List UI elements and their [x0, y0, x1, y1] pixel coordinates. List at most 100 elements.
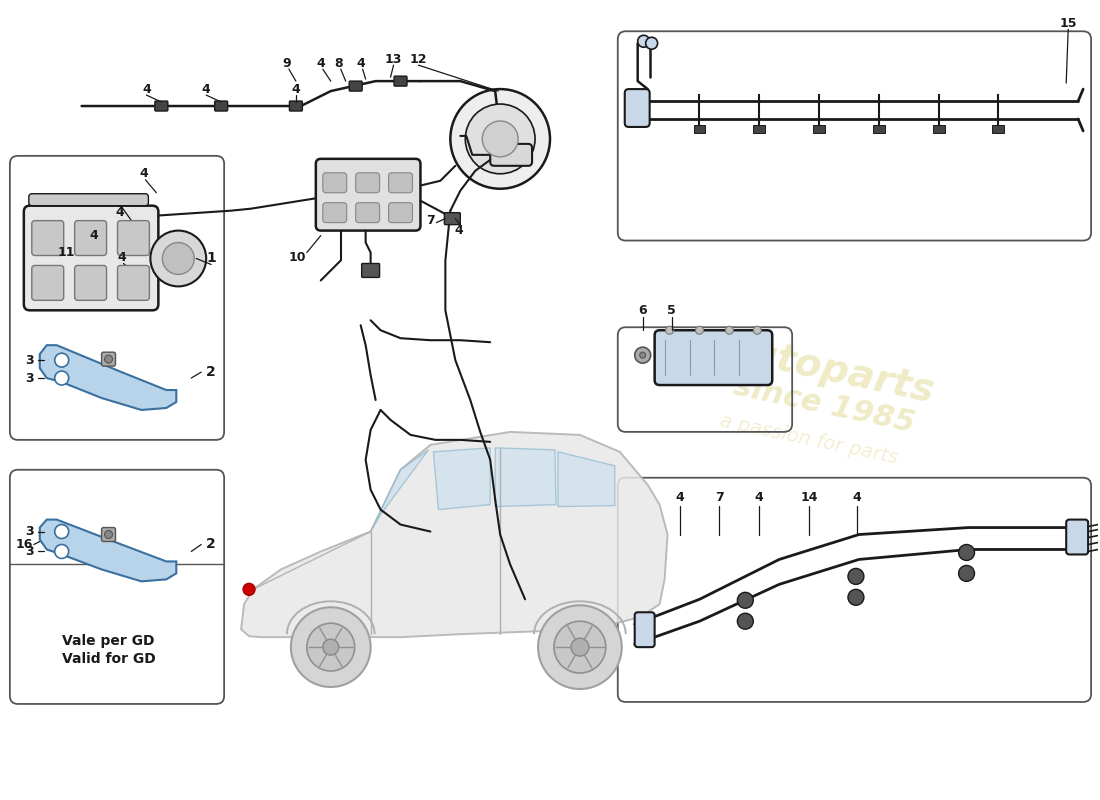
- Polygon shape: [40, 345, 176, 410]
- FancyBboxPatch shape: [625, 89, 650, 127]
- Text: 4: 4: [116, 206, 124, 219]
- Polygon shape: [558, 452, 615, 506]
- Text: 8: 8: [334, 57, 343, 70]
- FancyBboxPatch shape: [29, 194, 149, 206]
- Bar: [933, 125, 945, 133]
- Circle shape: [55, 353, 68, 367]
- Circle shape: [737, 614, 754, 630]
- FancyBboxPatch shape: [101, 352, 116, 366]
- Bar: [992, 125, 1004, 133]
- Polygon shape: [433, 448, 491, 510]
- Text: autoparts: autoparts: [720, 330, 938, 411]
- Text: 15: 15: [1059, 17, 1077, 30]
- FancyBboxPatch shape: [316, 159, 420, 230]
- Circle shape: [754, 326, 761, 334]
- Circle shape: [450, 89, 550, 189]
- Circle shape: [55, 371, 68, 385]
- Circle shape: [638, 35, 650, 47]
- Text: 4: 4: [356, 57, 365, 70]
- Polygon shape: [371, 450, 428, 531]
- Text: 3: 3: [25, 545, 34, 558]
- Circle shape: [958, 566, 975, 582]
- Circle shape: [538, 606, 621, 689]
- Text: 4: 4: [852, 491, 861, 504]
- Circle shape: [465, 104, 535, 174]
- FancyBboxPatch shape: [118, 221, 150, 255]
- Text: 4: 4: [201, 82, 210, 95]
- Circle shape: [151, 230, 206, 286]
- Text: 4: 4: [117, 251, 125, 264]
- FancyBboxPatch shape: [394, 76, 407, 86]
- FancyBboxPatch shape: [355, 202, 380, 222]
- FancyBboxPatch shape: [32, 221, 64, 255]
- FancyBboxPatch shape: [1066, 519, 1088, 554]
- Text: since 1985: since 1985: [730, 371, 917, 438]
- Circle shape: [635, 347, 650, 363]
- Text: 4: 4: [454, 224, 463, 237]
- Circle shape: [571, 638, 588, 656]
- Circle shape: [640, 352, 646, 358]
- FancyBboxPatch shape: [635, 612, 654, 647]
- Circle shape: [307, 623, 354, 671]
- Text: 5: 5: [668, 304, 676, 317]
- Text: 4: 4: [89, 229, 98, 242]
- FancyBboxPatch shape: [388, 202, 412, 222]
- Text: 12: 12: [409, 53, 427, 66]
- Circle shape: [55, 545, 68, 558]
- Polygon shape: [40, 519, 176, 582]
- Text: 4: 4: [142, 82, 151, 95]
- FancyBboxPatch shape: [289, 101, 302, 111]
- Text: 11: 11: [58, 246, 76, 259]
- Text: 4: 4: [755, 491, 763, 504]
- Circle shape: [104, 530, 112, 538]
- Text: 2: 2: [207, 538, 216, 551]
- Circle shape: [646, 38, 658, 50]
- Circle shape: [482, 121, 518, 157]
- FancyBboxPatch shape: [155, 101, 168, 111]
- Text: 3: 3: [25, 354, 34, 366]
- Text: 13: 13: [385, 53, 403, 66]
- FancyBboxPatch shape: [322, 202, 346, 222]
- Circle shape: [290, 607, 371, 687]
- Circle shape: [322, 639, 339, 655]
- FancyBboxPatch shape: [654, 330, 772, 385]
- Text: 14: 14: [801, 491, 817, 504]
- Circle shape: [554, 622, 606, 673]
- Circle shape: [958, 545, 975, 561]
- Text: 16: 16: [15, 538, 33, 551]
- Text: Valid for GD: Valid for GD: [62, 652, 155, 666]
- Text: 4: 4: [317, 57, 326, 70]
- Circle shape: [848, 569, 864, 584]
- FancyBboxPatch shape: [101, 527, 116, 542]
- Circle shape: [55, 525, 68, 538]
- Text: 6: 6: [638, 304, 647, 317]
- Polygon shape: [495, 448, 556, 506]
- Text: 7: 7: [426, 214, 434, 227]
- Circle shape: [848, 590, 864, 606]
- FancyBboxPatch shape: [444, 213, 460, 225]
- FancyBboxPatch shape: [214, 101, 228, 111]
- Circle shape: [737, 592, 754, 608]
- Text: 7: 7: [715, 491, 724, 504]
- FancyBboxPatch shape: [388, 173, 412, 193]
- FancyBboxPatch shape: [491, 144, 532, 166]
- Bar: [873, 125, 884, 133]
- Bar: [813, 125, 825, 133]
- FancyBboxPatch shape: [24, 206, 158, 310]
- Circle shape: [695, 326, 704, 334]
- Text: 2: 2: [207, 365, 216, 379]
- Text: Vale per GD: Vale per GD: [62, 634, 154, 648]
- FancyBboxPatch shape: [75, 266, 107, 300]
- Circle shape: [666, 326, 673, 334]
- Text: 4: 4: [675, 491, 684, 504]
- Bar: [754, 125, 766, 133]
- FancyBboxPatch shape: [355, 173, 380, 193]
- FancyBboxPatch shape: [362, 263, 380, 278]
- FancyBboxPatch shape: [322, 173, 346, 193]
- Text: 4: 4: [292, 82, 300, 95]
- Circle shape: [725, 326, 734, 334]
- Text: 3: 3: [25, 371, 34, 385]
- Circle shape: [163, 242, 195, 274]
- Circle shape: [243, 583, 255, 595]
- Polygon shape: [241, 432, 668, 637]
